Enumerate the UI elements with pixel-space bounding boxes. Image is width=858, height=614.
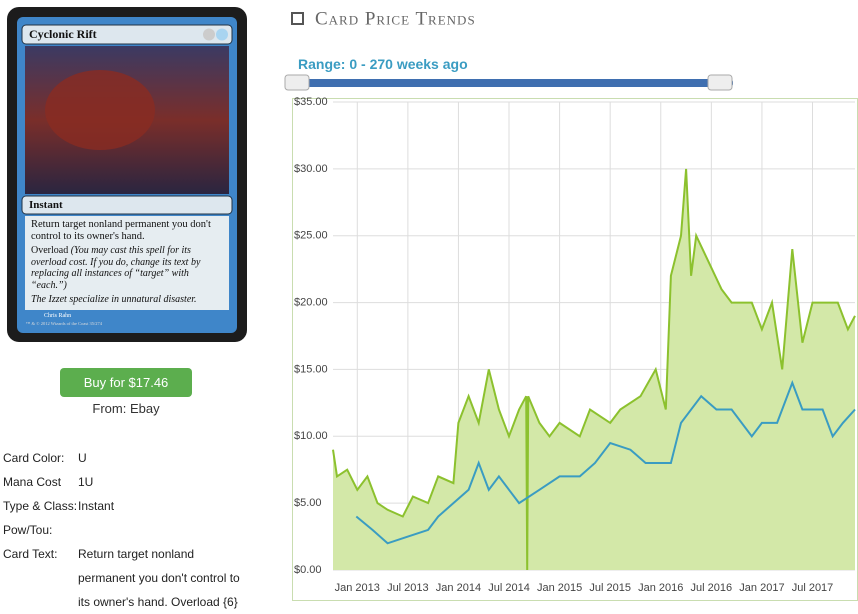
chart-title: Card Price Trends bbox=[315, 8, 476, 29]
detail-value: U bbox=[78, 451, 87, 465]
y-tick-label: $30.00 bbox=[294, 163, 328, 175]
detail-value: Instant bbox=[78, 499, 115, 513]
text-box bbox=[25, 216, 229, 310]
name-bar bbox=[21, 24, 233, 45]
title-bar: Card Price Trends bbox=[291, 8, 476, 29]
slider-track bbox=[287, 79, 733, 87]
detail-label: Pow/Tou: bbox=[3, 523, 53, 537]
price-chart: $0.00 $5.00 $10.00 $15.00 $20.00 $25.00 $30.00… bbox=[292, 96, 858, 601]
calendar-icon bbox=[291, 12, 304, 25]
card-name: Cyclonic Rift bbox=[29, 27, 97, 41]
buy-button[interactable]: Buy for $17.46 bbox=[60, 368, 192, 397]
card-type: Instant bbox=[29, 199, 63, 211]
range-label: Range: 0 - 270 weeks ago bbox=[298, 56, 468, 72]
card-flavor: The Izzet specialize in unnatural disast… bbox=[31, 294, 197, 305]
y-tick-label: $35.00 bbox=[294, 96, 328, 108]
buy-source: From: Ebay bbox=[92, 401, 160, 416]
art-vortex bbox=[45, 70, 155, 150]
x-tick-label: Jan 2016 bbox=[638, 582, 683, 594]
y-tick-label: $20.00 bbox=[294, 296, 328, 308]
detail-label: Card Text: bbox=[3, 547, 58, 561]
detail-value: 1U bbox=[78, 475, 94, 489]
type-bar bbox=[21, 195, 233, 215]
x-tick-label: Jan 2014 bbox=[436, 582, 481, 594]
detail-label: Mana Cost bbox=[3, 475, 62, 489]
range-slider[interactable] bbox=[280, 72, 740, 94]
slider-handle[interactable] bbox=[707, 74, 733, 91]
y-tick-label: $5.00 bbox=[294, 497, 322, 509]
mana-symbol bbox=[203, 28, 215, 41]
slider-handle[interactable] bbox=[284, 74, 310, 91]
price-line bbox=[355, 379, 856, 545]
mana-symbol bbox=[216, 28, 228, 41]
price-line bbox=[332, 168, 856, 571]
x-tick-label: Jul 2016 bbox=[691, 582, 733, 594]
detail-value: Return target nonland permanent you don'… bbox=[78, 547, 240, 609]
x-tick-label: Jan 2013 bbox=[335, 582, 380, 594]
card-artist: Chris Rahn bbox=[44, 313, 72, 319]
x-tick-label: Jul 2015 bbox=[589, 582, 631, 594]
x-tick-label: Jan 2015 bbox=[537, 582, 582, 594]
x-tick-label: Jul 2014 bbox=[488, 582, 530, 594]
detail-label: Card Color: bbox=[3, 451, 65, 465]
page: Cyclonic Rift Instant Return target nonl… bbox=[3, 7, 858, 609]
y-tick-label: $15.00 bbox=[294, 363, 328, 375]
x-tick-label: Jan 2017 bbox=[739, 582, 784, 594]
y-tick-label: $25.00 bbox=[294, 230, 328, 242]
price-area bbox=[333, 168, 855, 570]
card-copyright: ™ & © 2012 Wizards of the Coast 35/274 bbox=[26, 321, 103, 326]
card-overload: Overload (You may cast this spell for it… bbox=[31, 245, 223, 291]
detail-label: Type & Class: bbox=[3, 499, 78, 513]
y-tick-label: $0.00 bbox=[294, 564, 322, 576]
x-tick-label: Jul 2013 bbox=[387, 582, 429, 594]
y-tick-label: $10.00 bbox=[294, 430, 328, 442]
card-rules: Return target nonland permanent you don'… bbox=[31, 219, 211, 242]
x-tick-label: Jul 2017 bbox=[792, 582, 834, 594]
overload-text: (You may cast this spell for its overloa… bbox=[31, 245, 201, 291]
overload-label: Overload bbox=[31, 245, 69, 256]
card-frame bbox=[7, 7, 247, 342]
